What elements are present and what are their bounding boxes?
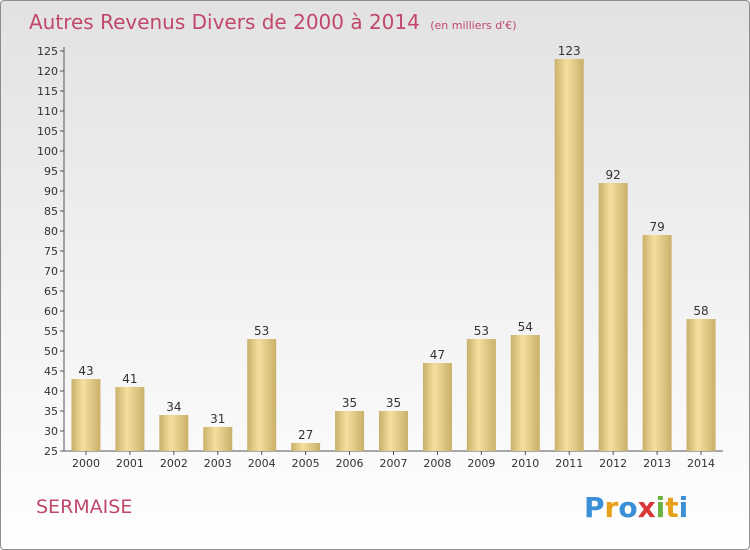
y-tick-label: 125 [37, 45, 58, 58]
bar [510, 335, 540, 451]
x-tick-label: 2000 [72, 457, 100, 470]
y-tick-label: 50 [44, 345, 58, 358]
bar-value-label: 35 [342, 396, 357, 410]
bar [554, 59, 584, 451]
y-tick-label: 70 [44, 265, 58, 278]
y-tick-label: 75 [44, 245, 58, 258]
y-tick-label: 110 [37, 105, 58, 118]
y-tick-label: 55 [44, 325, 58, 338]
x-tick-label: 2006 [336, 457, 364, 470]
bar-value-label: 53 [474, 324, 489, 338]
chart-title-text: Autres Revenus Divers de 2000 à 2014 [29, 10, 420, 34]
chart-title: Autres Revenus Divers de 2000 à 2014 (en… [29, 10, 517, 34]
y-tick-label: 30 [44, 425, 58, 438]
bar [203, 427, 233, 451]
x-tick-label: 2013 [643, 457, 671, 470]
bar-value-label: 27 [298, 428, 313, 442]
logo-letter: x [637, 491, 656, 524]
bar [466, 339, 496, 451]
bar-value-label: 41 [122, 372, 137, 386]
bar [291, 443, 321, 451]
x-tick-label: 2004 [248, 457, 276, 470]
bar-value-label: 92 [606, 168, 621, 182]
y-tick-label: 25 [44, 445, 58, 458]
x-tick-label: 2005 [292, 457, 320, 470]
bar [642, 235, 672, 451]
logo-letter: i [678, 491, 689, 524]
bar-value-label: 43 [78, 364, 93, 378]
bar-value-label: 54 [518, 320, 533, 334]
y-tick-label: 35 [44, 405, 58, 418]
y-tick-label: 60 [44, 305, 58, 318]
x-tick-label: 2011 [555, 457, 583, 470]
x-tick-label: 2009 [467, 457, 495, 470]
x-tick-label: 2010 [511, 457, 539, 470]
x-tick-label: 2001 [116, 457, 144, 470]
y-tick-label: 90 [44, 185, 58, 198]
logo-letter: t [665, 491, 679, 524]
y-tick-label: 85 [44, 205, 58, 218]
bar [115, 387, 145, 451]
x-tick-label: 2007 [380, 457, 408, 470]
y-tick-label: 100 [37, 145, 58, 158]
bar-value-label: 34 [166, 400, 181, 414]
bar [71, 379, 101, 451]
logo-letter: r [604, 491, 619, 524]
bar-value-label: 47 [430, 348, 445, 362]
logo-letter: o [618, 491, 638, 524]
bar-value-label: 79 [649, 220, 664, 234]
y-tick-label: 65 [44, 285, 58, 298]
bar-value-label: 31 [210, 412, 225, 426]
y-tick-label: 95 [44, 165, 58, 178]
x-tick-label: 2003 [204, 457, 232, 470]
bar-value-label: 35 [386, 396, 401, 410]
logo-letter: i [655, 491, 666, 524]
proxiti-logo: Proxiti [584, 491, 688, 524]
x-tick-label: 2012 [599, 457, 627, 470]
logo-letter: P [584, 491, 605, 524]
x-tick-label: 2002 [160, 457, 188, 470]
y-tick-label: 120 [37, 65, 58, 78]
bar [159, 415, 189, 451]
y-tick-label: 45 [44, 365, 58, 378]
y-tick-label: 105 [37, 125, 58, 138]
y-tick-label: 80 [44, 225, 58, 238]
bar-value-label: 58 [693, 304, 708, 318]
y-tick-label: 40 [44, 385, 58, 398]
bar [686, 319, 716, 451]
bar [422, 363, 452, 451]
x-tick-label: 2014 [687, 457, 715, 470]
y-tick-label: 115 [37, 85, 58, 98]
bar [335, 411, 365, 451]
bar [379, 411, 408, 451]
bar [247, 339, 277, 451]
chart-title-unit: (en milliers d'€) [430, 19, 517, 32]
x-tick-label: 2008 [423, 457, 451, 470]
bar-value-label: 123 [558, 44, 581, 58]
bar-value-label: 53 [254, 324, 269, 338]
place-name: SERMAISE [36, 496, 133, 518]
bar [598, 183, 628, 451]
